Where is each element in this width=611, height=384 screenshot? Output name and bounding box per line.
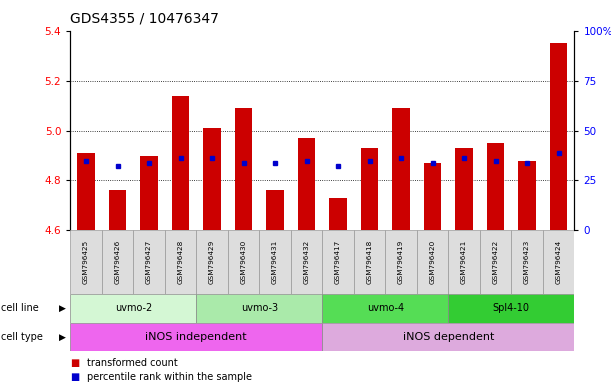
Bar [518, 161, 536, 230]
Text: GSM796425: GSM796425 [83, 240, 89, 284]
Text: GSM796432: GSM796432 [304, 240, 310, 284]
Text: uvmo-3: uvmo-3 [241, 303, 278, 313]
Bar [291, 230, 323, 294]
Text: ■: ■ [70, 372, 79, 382]
Bar [196, 230, 228, 294]
Bar [259, 230, 291, 294]
Bar [298, 138, 315, 230]
Text: GSM796420: GSM796420 [430, 240, 436, 284]
Bar [448, 230, 480, 294]
Bar [448, 294, 574, 323]
Bar [424, 163, 441, 230]
Bar [141, 156, 158, 230]
Text: GSM796427: GSM796427 [146, 240, 152, 284]
Bar [354, 230, 386, 294]
Bar [480, 230, 511, 294]
Bar [78, 153, 95, 230]
Bar [266, 190, 284, 230]
Text: GSM796428: GSM796428 [178, 240, 183, 284]
Bar [102, 230, 133, 294]
Text: cell line: cell line [1, 303, 39, 313]
Bar [323, 323, 574, 351]
Bar [172, 96, 189, 230]
Text: GSM796426: GSM796426 [114, 240, 120, 284]
Text: ▶: ▶ [59, 333, 66, 341]
Text: GDS4355 / 10476347: GDS4355 / 10476347 [70, 12, 219, 25]
Text: iNOS dependent: iNOS dependent [403, 332, 494, 342]
Text: GSM796429: GSM796429 [209, 240, 215, 284]
Bar [329, 198, 346, 230]
Text: GSM796422: GSM796422 [492, 240, 499, 284]
Text: percentile rank within the sample: percentile rank within the sample [87, 372, 252, 382]
Text: ■: ■ [70, 358, 79, 368]
Bar [361, 148, 378, 230]
Bar [203, 128, 221, 230]
Bar [543, 230, 574, 294]
Text: GSM796417: GSM796417 [335, 240, 341, 284]
Bar [386, 230, 417, 294]
Bar [133, 230, 165, 294]
Bar [550, 43, 567, 230]
Bar [70, 230, 102, 294]
Bar [323, 294, 448, 323]
Text: cell type: cell type [1, 332, 43, 342]
Bar [235, 108, 252, 230]
Bar [70, 323, 323, 351]
Text: ▶: ▶ [59, 304, 66, 313]
Text: GSM796421: GSM796421 [461, 240, 467, 284]
Text: GSM796423: GSM796423 [524, 240, 530, 284]
Bar [392, 108, 410, 230]
Text: GSM796419: GSM796419 [398, 240, 404, 284]
Bar [417, 230, 448, 294]
Bar [165, 230, 196, 294]
Text: Spl4-10: Spl4-10 [493, 303, 530, 313]
Bar [70, 294, 196, 323]
Text: uvmo-2: uvmo-2 [115, 303, 152, 313]
Bar [109, 190, 126, 230]
Text: GSM796424: GSM796424 [555, 240, 562, 284]
Bar [511, 230, 543, 294]
Bar [196, 294, 323, 323]
Text: GSM796431: GSM796431 [272, 240, 278, 284]
Text: transformed count: transformed count [87, 358, 178, 368]
Bar [228, 230, 259, 294]
Text: GSM796430: GSM796430 [241, 240, 247, 284]
Bar [455, 148, 473, 230]
Text: uvmo-4: uvmo-4 [367, 303, 404, 313]
Text: GSM796418: GSM796418 [367, 240, 373, 284]
Bar [323, 230, 354, 294]
Bar [487, 143, 504, 230]
Text: iNOS independent: iNOS independent [145, 332, 247, 342]
